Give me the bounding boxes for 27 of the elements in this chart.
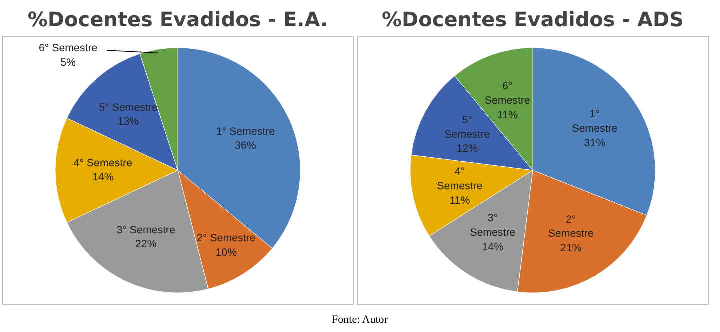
data-label: 22% (135, 238, 158, 251)
chart-title: %Docentes Evadidos - E.A. (28, 8, 328, 32)
slice-label: 6° Semestre (38, 42, 98, 54)
data-label: 11% (450, 195, 471, 208)
slice-label: 2° Semestre (548, 214, 594, 240)
chart-title: %Docentes Evadidos - ADS (382, 8, 684, 32)
slice-label: 5° Semestre (99, 102, 158, 114)
data-label: 11% (497, 109, 518, 122)
slice-label: 3° Semestre (470, 212, 516, 239)
slice-label: 5° Semestre (444, 114, 490, 141)
slice-label: 4° Semestre (74, 157, 133, 170)
data-label: 10% (216, 247, 238, 260)
slice-label: 1° Semestre (216, 126, 276, 138)
slice-label: 3° Semestre (116, 224, 176, 236)
slice-label: 4° Semestre (437, 166, 483, 193)
slice-label: 6° Semestre (484, 80, 531, 107)
data-label: 5% (60, 56, 77, 69)
data-label: 12% (456, 143, 479, 156)
source-note: Fonte: Autor (331, 313, 389, 328)
data-label: 14% (482, 241, 504, 254)
slice-label: 1° Semestre (572, 108, 618, 135)
data-label: 31% (584, 137, 606, 150)
data-label: 14% (92, 172, 114, 184)
data-label: 13% (118, 116, 140, 128)
slice-label: 2° Semestre (197, 232, 256, 245)
data-label: 36% (235, 140, 257, 152)
data-label: 21% (560, 242, 582, 255)
